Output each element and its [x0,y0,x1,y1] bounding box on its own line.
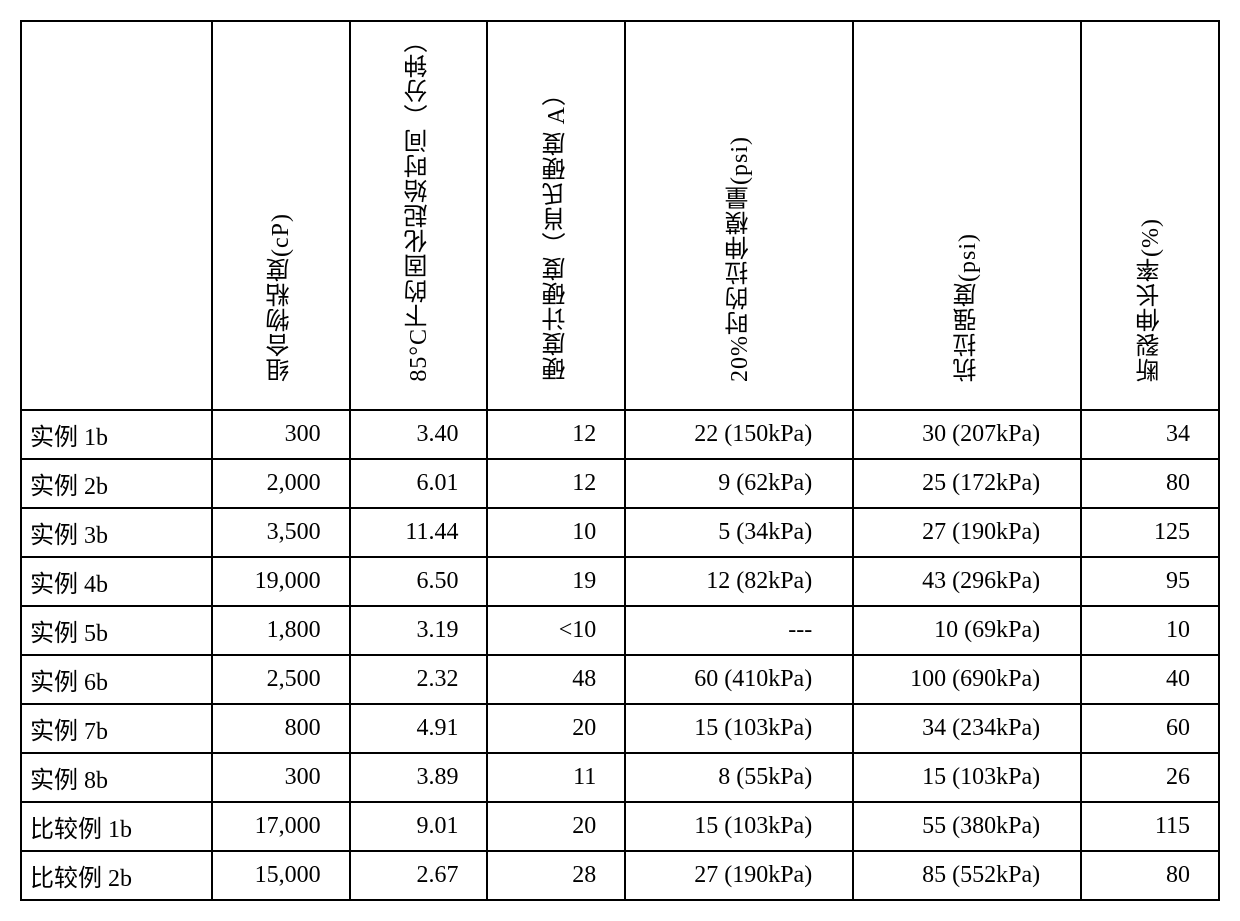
cell-modulus: 15 (103kPa) [625,704,853,753]
cell-cure: 6.01 [350,459,488,508]
cell-tensile: 10 (69kPa) [853,606,1081,655]
header-label: 85°C下的固化起始时间（分钟） [401,28,436,382]
cell-elong: 95 [1081,557,1219,606]
table-row: 比较例 1b 17,000 9.01 20 15 (103kPa) 55 (38… [21,802,1219,851]
table-row: 实例 4b 19,000 6.50 19 12 (82kPa) 43 (296k… [21,557,1219,606]
cell-cure: 2.67 [350,851,488,900]
cell-viscosity: 2,500 [212,655,350,704]
cell-elong: 34 [1081,410,1219,459]
table-row: 实例 6b 2,500 2.32 48 60 (410kPa) 100 (690… [21,655,1219,704]
cell-elong: 80 [1081,459,1219,508]
cell-viscosity: 17,000 [212,802,350,851]
cell-elong: 125 [1081,508,1219,557]
row-label: 实例 1b [21,410,212,459]
cell-tensile: 55 (380kPa) [853,802,1081,851]
cell-durometer: 48 [487,655,625,704]
cell-tensile: 100 (690kPa) [853,655,1081,704]
cell-cure: 9.01 [350,802,488,851]
header-empty [21,21,212,410]
cell-cure: 3.89 [350,753,488,802]
cell-durometer: 11 [487,753,625,802]
cell-modulus: 60 (410kPa) [625,655,853,704]
header-elongation: 断裂伸长率(%) [1081,21,1219,410]
header-label: 硬度计硬度（肖氏硬度 A） [539,81,574,381]
cell-tensile: 85 (552kPa) [853,851,1081,900]
cell-durometer: 10 [487,508,625,557]
cell-viscosity: 15,000 [212,851,350,900]
table-row: 实例 5b 1,800 3.19 <10 --- 10 (69kPa) 10 [21,606,1219,655]
cell-cure: 3.40 [350,410,488,459]
table-row: 比较例 2b 15,000 2.67 28 27 (190kPa) 85 (55… [21,851,1219,900]
table-row: 实例 8b 300 3.89 11 8 (55kPa) 15 (103kPa) … [21,753,1219,802]
cell-durometer: 12 [487,410,625,459]
cell-viscosity: 2,000 [212,459,350,508]
cell-durometer: 28 [487,851,625,900]
header-tensile: 抗拉强度(psi) [853,21,1081,410]
row-label: 实例 3b [21,508,212,557]
row-label: 实例 7b [21,704,212,753]
cell-durometer: <10 [487,606,625,655]
cell-viscosity: 19,000 [212,557,350,606]
cell-elong: 115 [1081,802,1219,851]
cell-modulus: 22 (150kPa) [625,410,853,459]
cell-durometer: 20 [487,802,625,851]
cell-durometer: 12 [487,459,625,508]
cell-viscosity: 3,500 [212,508,350,557]
cell-tensile: 25 (172kPa) [853,459,1081,508]
row-label: 实例 4b [21,557,212,606]
header-durometer: 硬度计硬度（肖氏硬度 A） [487,21,625,410]
cell-modulus: 5 (34kPa) [625,508,853,557]
cell-modulus: 27 (190kPa) [625,851,853,900]
table-header-row: 组合物粘度(cP) 85°C下的固化起始时间（分钟） 硬度计硬度（肖氏硬度 A）… [21,21,1219,410]
row-label: 实例 6b [21,655,212,704]
row-label: 实例 5b [21,606,212,655]
cell-modulus: 12 (82kPa) [625,557,853,606]
table-row: 实例 7b 800 4.91 20 15 (103kPa) 34 (234kPa… [21,704,1219,753]
cell-cure: 11.44 [350,508,488,557]
row-label: 比较例 1b [21,802,212,851]
cell-modulus: 9 (62kPa) [625,459,853,508]
table-row: 实例 2b 2,000 6.01 12 9 (62kPa) 25 (172kPa… [21,459,1219,508]
table-row: 实例 3b 3,500 11.44 10 5 (34kPa) 27 (190kP… [21,508,1219,557]
cell-viscosity: 300 [212,753,350,802]
row-label: 实例 2b [21,459,212,508]
header-label: 20%时的拉伸模量(psi) [722,136,757,382]
cell-modulus: 15 (103kPa) [625,802,853,851]
header-cure-time: 85°C下的固化起始时间（分钟） [350,21,488,410]
cell-durometer: 19 [487,557,625,606]
row-label: 实例 8b [21,753,212,802]
cell-modulus: 8 (55kPa) [625,753,853,802]
cell-tensile: 27 (190kPa) [853,508,1081,557]
cell-elong: 60 [1081,704,1219,753]
cell-viscosity: 800 [212,704,350,753]
cell-tensile: 30 (207kPa) [853,410,1081,459]
data-table: 组合物粘度(cP) 85°C下的固化起始时间（分钟） 硬度计硬度（肖氏硬度 A）… [20,20,1220,901]
cell-tensile: 34 (234kPa) [853,704,1081,753]
header-label: 断裂伸长率(%) [1133,218,1168,382]
cell-cure: 3.19 [350,606,488,655]
cell-elong: 80 [1081,851,1219,900]
cell-cure: 4.91 [350,704,488,753]
cell-elong: 26 [1081,753,1219,802]
cell-cure: 6.50 [350,557,488,606]
table-body: 实例 1b 300 3.40 12 22 (150kPa) 30 (207kPa… [21,410,1219,900]
cell-modulus: --- [625,606,853,655]
row-label: 比较例 2b [21,851,212,900]
header-modulus: 20%时的拉伸模量(psi) [625,21,853,410]
cell-tensile: 43 (296kPa) [853,557,1081,606]
header-label: 抗拉强度(psi) [950,233,985,382]
header-label: 组合物粘度(cP) [263,213,298,382]
cell-durometer: 20 [487,704,625,753]
cell-elong: 10 [1081,606,1219,655]
header-viscosity: 组合物粘度(cP) [212,21,350,410]
cell-elong: 40 [1081,655,1219,704]
table-row: 实例 1b 300 3.40 12 22 (150kPa) 30 (207kPa… [21,410,1219,459]
cell-viscosity: 1,800 [212,606,350,655]
cell-tensile: 15 (103kPa) [853,753,1081,802]
cell-viscosity: 300 [212,410,350,459]
cell-cure: 2.32 [350,655,488,704]
